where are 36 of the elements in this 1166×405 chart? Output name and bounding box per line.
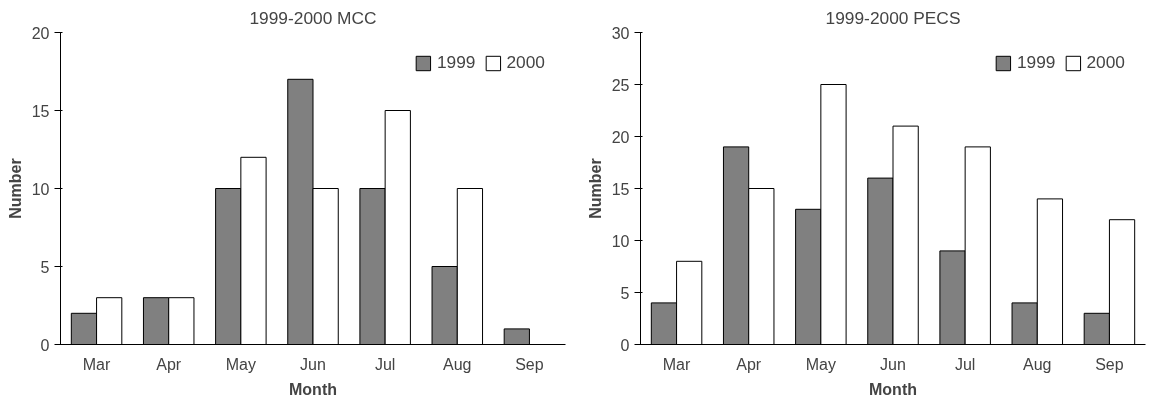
x-tick-label: Jun [300, 355, 326, 373]
legend-label: 1999 [1016, 52, 1056, 73]
y-axis-title: Number [6, 158, 24, 219]
y-tick-label: 30 [611, 24, 630, 42]
x-tick-label: May [805, 355, 836, 373]
x-tick-label: Apr [156, 355, 182, 373]
chart-title: 1999-2000 MCC [249, 7, 377, 28]
x-tick-label: Aug [1023, 355, 1052, 373]
y-tick-label: 10 [611, 232, 630, 250]
x-tick-label: Jul [374, 355, 396, 373]
x-tick-label: Jun [880, 355, 906, 373]
y-tick-label: 15 [31, 102, 50, 120]
y-tick-label: 20 [31, 24, 50, 42]
y-tick-label: 0 [40, 336, 50, 354]
x-tick-label: Apr [736, 355, 762, 373]
x-tick-label: Mar [82, 355, 112, 373]
x-tick-label: Jul [954, 355, 976, 373]
x-axis-title: Month [869, 380, 917, 398]
y-tick-label: 10 [31, 180, 50, 198]
y-tick-label: 25 [611, 76, 630, 94]
chart-title: 1999-2000 PECS [825, 7, 961, 28]
legend-label: 1999 [436, 52, 476, 73]
legend-label: 2000 [1086, 52, 1125, 73]
x-tick-label: Mar [662, 355, 692, 373]
x-axis-title: Month [289, 380, 337, 398]
x-tick-label: Aug [443, 355, 472, 373]
y-tick-label: 15 [611, 180, 630, 198]
y-axis-title: Number [586, 158, 604, 219]
y-tick-label: 0 [620, 336, 630, 354]
x-tick-label: May [225, 355, 256, 373]
legend-label: 2000 [506, 52, 545, 73]
y-tick-label: 20 [611, 128, 630, 146]
x-tick-label: Sep [1095, 355, 1124, 373]
y-tick-label: 5 [40, 258, 50, 276]
y-tick-label: 5 [620, 284, 630, 302]
x-tick-label: Sep [515, 355, 544, 373]
